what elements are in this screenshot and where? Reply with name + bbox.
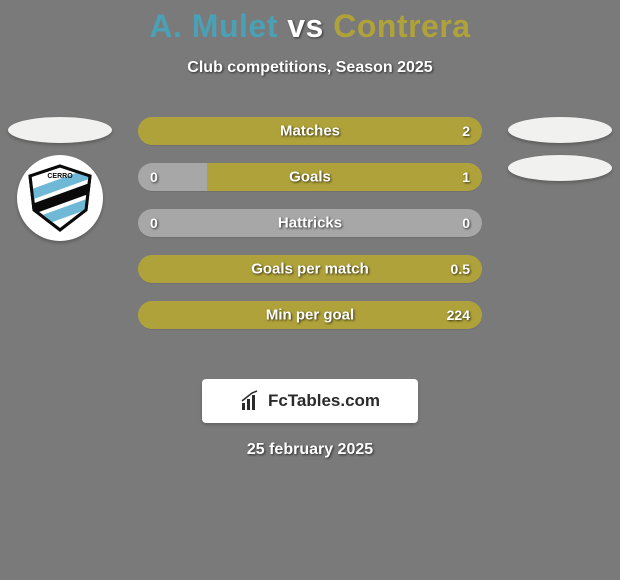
title-player2: Contrera xyxy=(333,8,470,44)
stat-value-right: 0 xyxy=(462,215,470,231)
stat-label: Goals per match xyxy=(251,261,369,278)
club-badge-icon: CERRO xyxy=(24,162,96,234)
stat-row: Matches 2 xyxy=(138,117,482,145)
comparison-infographic: A. Mulet vs Contrera Club competitions, … xyxy=(0,0,620,580)
chart-icon xyxy=(240,390,262,412)
footer-logo-text: FcTables.com xyxy=(268,391,380,411)
stat-row: Goals 0 1 xyxy=(138,163,482,191)
right-avatars xyxy=(508,117,612,181)
stat-label: Min per goal xyxy=(266,307,354,324)
player1-avatar-placeholder xyxy=(8,117,112,143)
stat-value-right: 224 xyxy=(447,307,470,323)
page-title: A. Mulet vs Contrera xyxy=(0,8,620,45)
footer-logo: FcTables.com xyxy=(202,379,418,423)
title-player1: A. Mulet xyxy=(149,8,277,44)
stat-row: Min per goal 224 xyxy=(138,301,482,329)
svg-text:CERRO: CERRO xyxy=(47,173,73,180)
compare-area: CERRO Matches 2 Goals 0 1 Hattricks 0 0 Goals pe… xyxy=(0,117,620,357)
subtitle: Club competitions, Season 2025 xyxy=(0,59,620,77)
stat-bar-right xyxy=(207,163,482,191)
stat-row: Goals per match 0.5 xyxy=(138,255,482,283)
stat-value-right: 2 xyxy=(462,123,470,139)
stat-value-left: 0 xyxy=(150,169,158,185)
footer-date: 25 february 2025 xyxy=(0,441,620,459)
player2-avatar-placeholder xyxy=(508,117,612,143)
stat-value-left: 0 xyxy=(150,215,158,231)
stat-row: Hattricks 0 0 xyxy=(138,209,482,237)
content: A. Mulet vs Contrera Club competitions, … xyxy=(0,0,620,459)
player2-club-placeholder xyxy=(508,155,612,181)
stat-bar-left xyxy=(138,163,207,191)
title-vs: vs xyxy=(287,8,324,44)
stat-value-right: 0.5 xyxy=(451,261,470,277)
stat-label: Matches xyxy=(280,123,340,140)
left-avatars: CERRO xyxy=(8,117,112,241)
player1-club-badge: CERRO xyxy=(17,155,103,241)
stat-rows: Matches 2 Goals 0 1 Hattricks 0 0 Goals per matc… xyxy=(138,117,482,329)
stat-label: Goals xyxy=(289,169,331,186)
stat-label: Hattricks xyxy=(278,215,342,232)
stat-value-right: 1 xyxy=(462,169,470,185)
